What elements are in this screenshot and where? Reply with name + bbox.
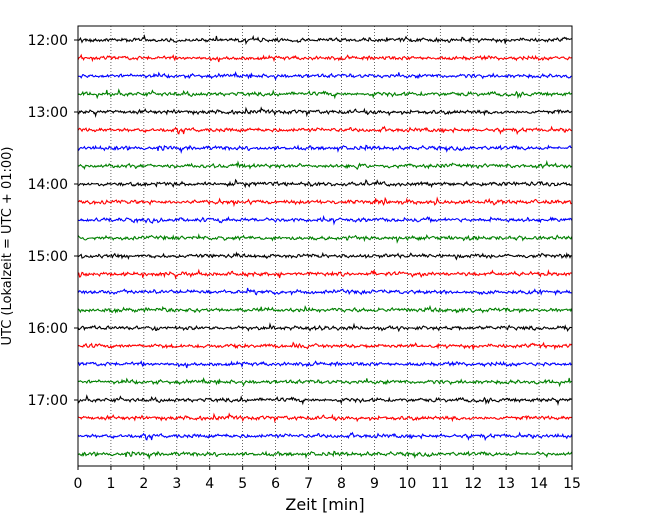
trace-5 [77,125,572,136]
x-tick-label-15: 15 [563,476,581,492]
trace-0 [77,34,572,46]
x-tick-label-5: 5 [238,476,247,492]
x-axis: 0 1 2 3 4 5 6 7 8 9 10 11 12 13 14 15 [74,466,581,492]
y-tick-label-2: 14:00 [28,177,68,193]
trace-layer [77,34,573,460]
trace-21 [77,412,572,424]
x-axis-label: Zeit [min] [285,495,364,514]
x-tick-label-8: 8 [337,476,346,492]
y-tick-label-0: 12:00 [28,33,68,49]
x-tick-label-7: 7 [304,476,313,492]
x-tick-label-9: 9 [370,476,379,492]
trace-2 [77,71,572,81]
x-tick-label-1: 1 [106,476,115,492]
y-axis: 12:00 13:00 14:00 15:00 16:00 17:00 [28,33,78,409]
x-tick-label-11: 11 [431,476,449,492]
x-tick-label-6: 6 [271,476,280,492]
x-tick-label-4: 4 [205,476,214,492]
trace-20 [77,394,572,406]
x-tick-label-2: 2 [139,476,148,492]
y-tick-label-3: 15:00 [28,249,68,265]
trace-7 [77,159,573,171]
trace-12 [77,251,572,261]
trace-19 [77,377,572,388]
trace-3 [77,88,573,100]
x-tick-label-0: 0 [74,476,83,492]
trace-8 [77,178,572,189]
y-axis-label: UTC (Lokalzeit = UTC + 01:00) [0,147,15,346]
trace-6 [77,144,572,154]
grid-layer [110,26,540,466]
x-tick-label-14: 14 [530,476,548,492]
trace-18 [77,360,573,369]
trace-1 [77,53,572,63]
trace-10 [77,214,573,226]
trace-13 [77,268,572,280]
plot-frame [77,25,573,467]
trace-4 [77,106,572,118]
x-tick-label-10: 10 [398,476,416,492]
trace-17 [77,341,572,351]
x-tick-label-3: 3 [172,476,181,492]
x-tick-label-13: 13 [497,476,515,492]
y-tick-label-5: 17:00 [28,393,68,409]
trace-9 [77,196,572,208]
trace-15 [77,304,573,314]
trace-22 [77,431,573,442]
y-tick-label-1: 13:00 [28,105,68,121]
trace-11 [77,233,573,244]
y-tick-label-4: 16:00 [28,321,68,337]
trace-23 [77,450,573,460]
trace-14 [77,287,572,296]
trace-16 [77,322,572,333]
x-tick-label-12: 12 [464,476,482,492]
